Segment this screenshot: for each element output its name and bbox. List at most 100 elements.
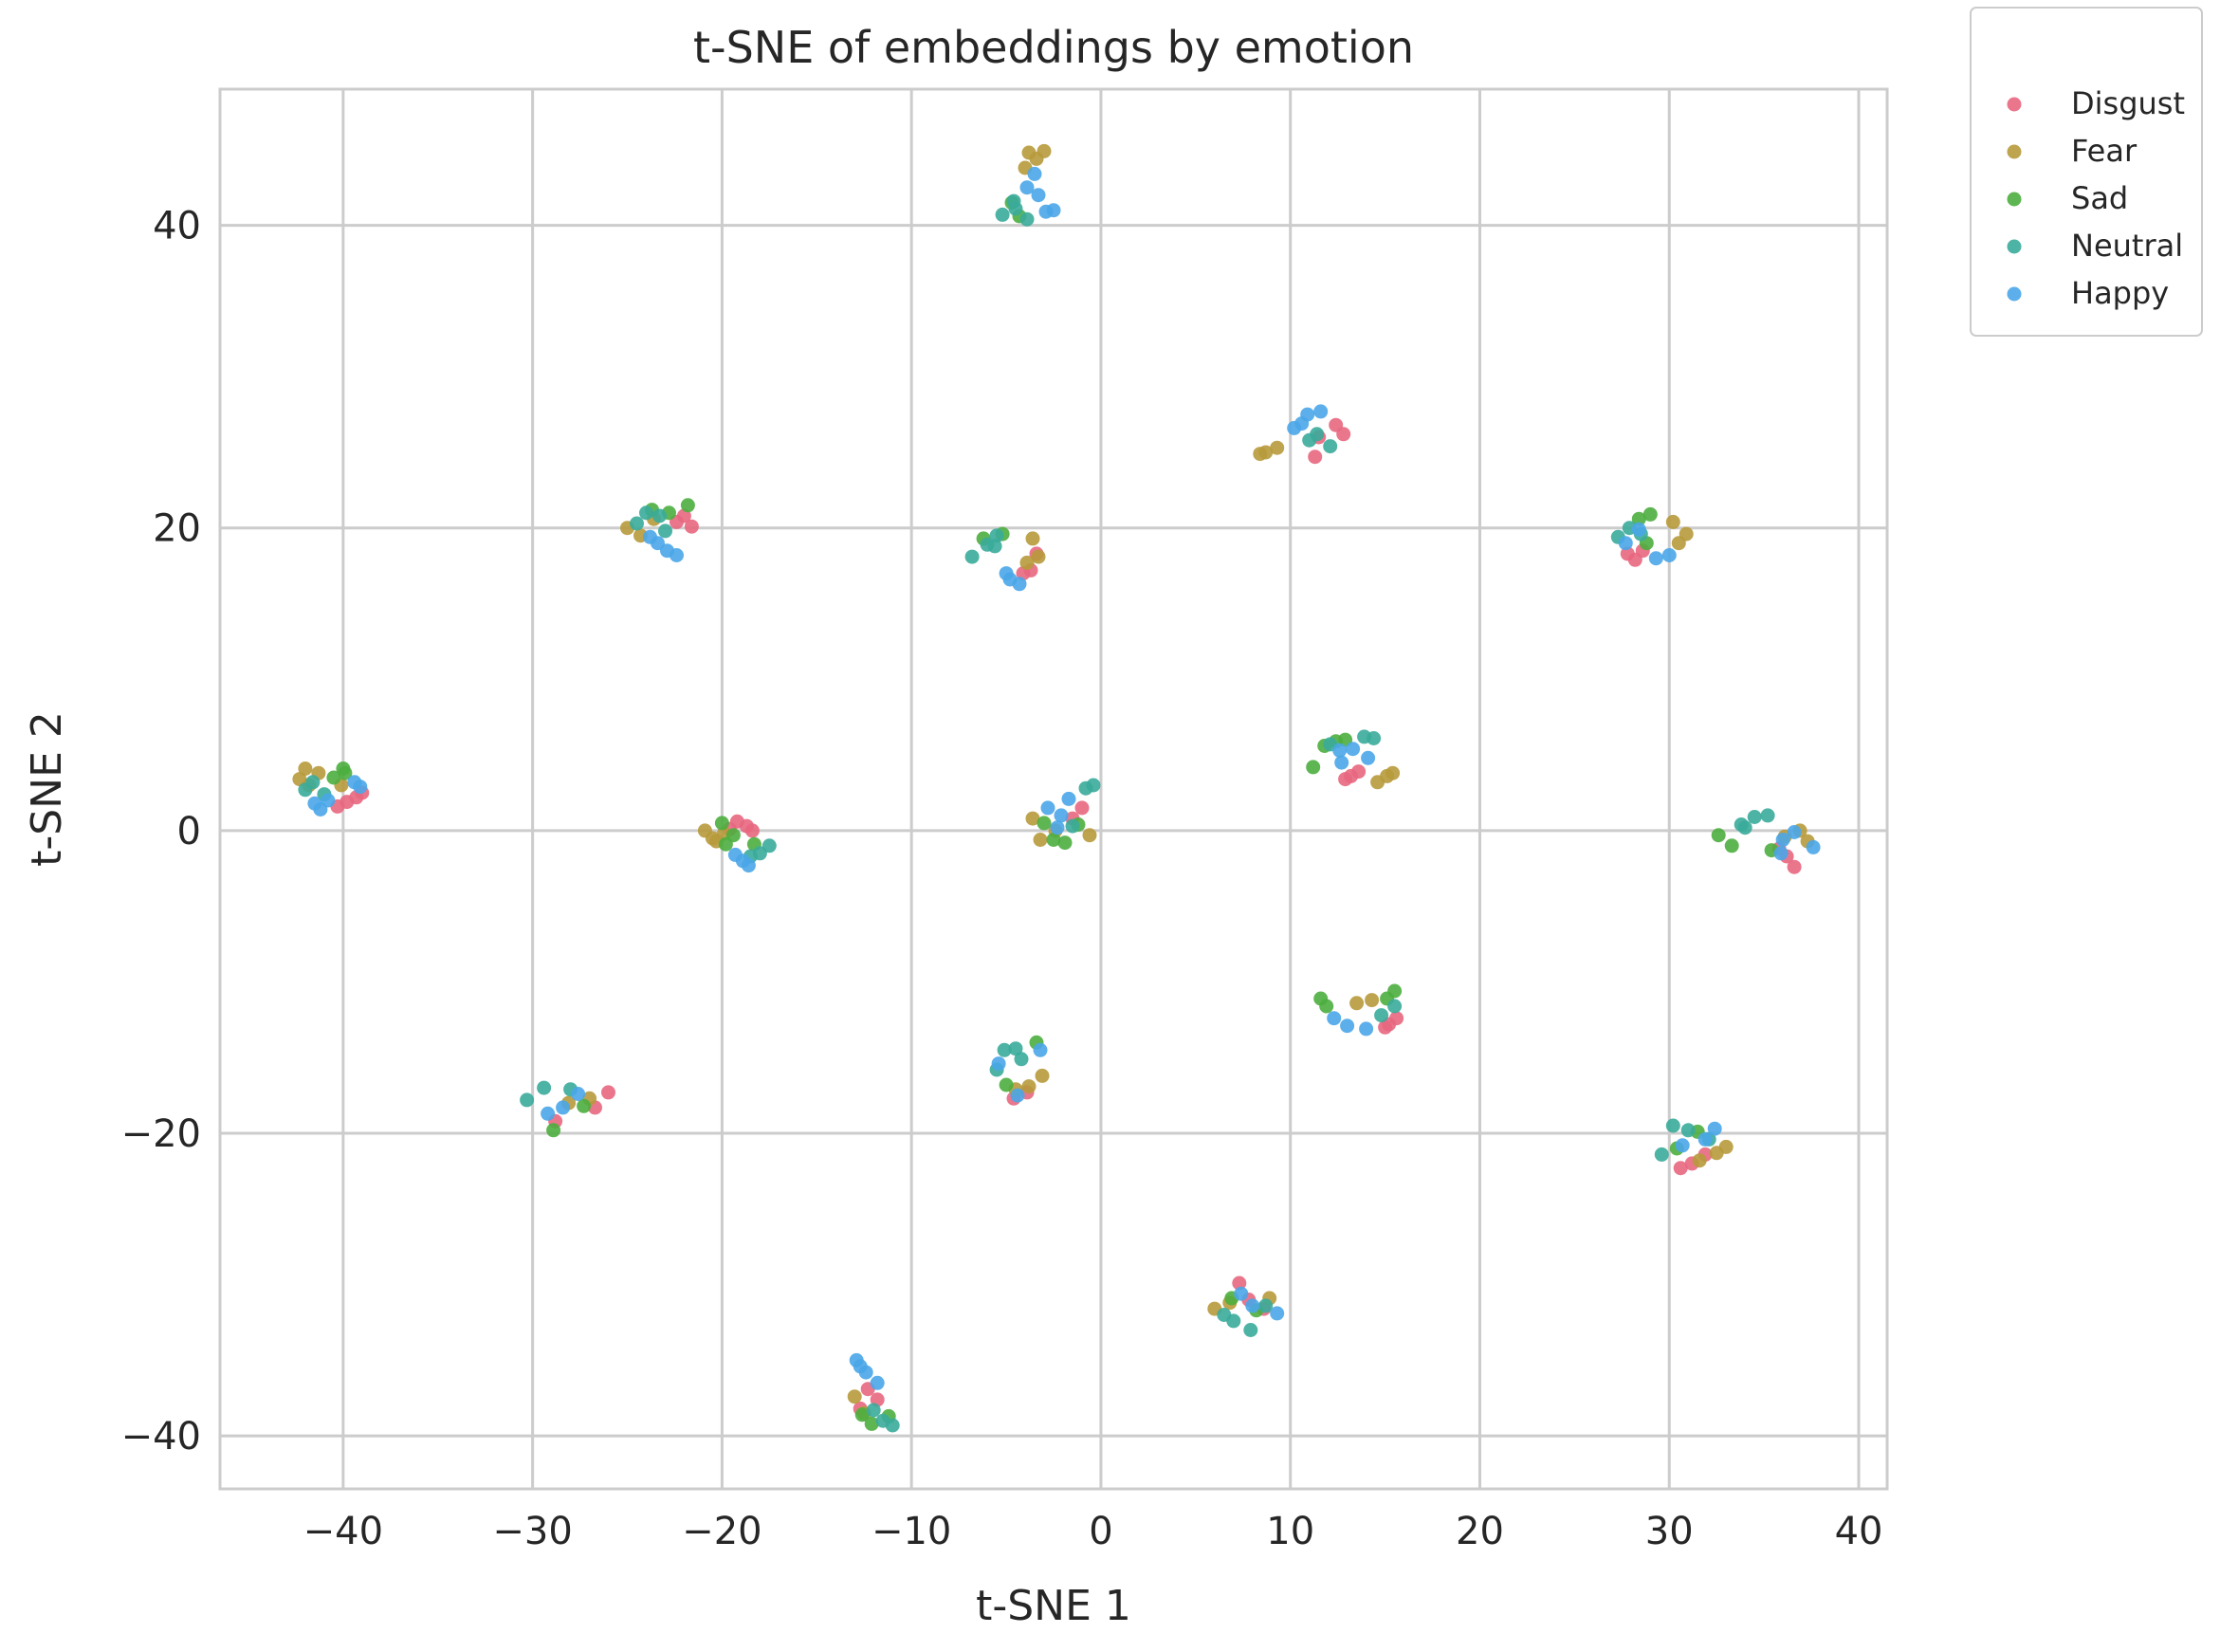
point-fear [1665, 514, 1680, 529]
point-neutral [1065, 818, 1080, 834]
point-happy [1806, 839, 1821, 854]
point-fear [1025, 531, 1040, 546]
point-disgust [684, 519, 699, 534]
point-fear [1692, 1153, 1707, 1168]
point-sad [1711, 828, 1726, 843]
point-happy [1038, 204, 1054, 219]
point-fear [1035, 1068, 1050, 1083]
point-neutral [761, 838, 777, 854]
y-tick-label: 20 [153, 507, 201, 551]
point-happy [1773, 846, 1789, 861]
point-happy [1697, 1131, 1713, 1147]
point-neutral [305, 775, 321, 790]
y-tick-label: 40 [153, 205, 201, 248]
point-happy [1019, 180, 1035, 195]
point-sad [1631, 511, 1646, 526]
point-happy [1270, 1306, 1285, 1321]
point-neutral [1078, 780, 1093, 796]
point-disgust [1336, 427, 1351, 442]
point-happy [307, 796, 322, 811]
point-disgust [1787, 859, 1802, 874]
point-sad [546, 1123, 561, 1138]
point-fear [1019, 555, 1035, 570]
point-fear [1671, 536, 1686, 551]
x-tick-label: 10 [1266, 1510, 1314, 1553]
point-disgust [1308, 450, 1323, 465]
point-disgust [744, 823, 760, 838]
point-neutral [652, 508, 667, 523]
point-sad [1724, 838, 1739, 854]
point-fear [1270, 440, 1285, 455]
x-tick-label: −10 [871, 1510, 951, 1553]
point-fear [1718, 1139, 1734, 1154]
y-axis-label: t-SNE 2 [23, 711, 71, 867]
point-sad [714, 816, 729, 831]
point-neutral [1008, 201, 1023, 216]
x-tick-label: 20 [1456, 1510, 1504, 1553]
point-happy [1361, 750, 1376, 765]
point-neutral [1323, 439, 1338, 454]
x-tick-label: 0 [1089, 1510, 1112, 1553]
point-fear [697, 823, 712, 838]
point-neutral [1665, 1118, 1680, 1133]
point-happy [1787, 825, 1802, 839]
point-fear [1253, 447, 1268, 462]
point-happy [1631, 522, 1646, 537]
point-sad [718, 836, 733, 852]
point-happy [1675, 1138, 1690, 1153]
point-neutral [520, 1092, 535, 1108]
point-fear [1082, 828, 1097, 843]
point-sad [338, 765, 353, 780]
point-happy [1294, 416, 1310, 431]
point-happy [991, 1056, 1006, 1072]
point-disgust [1351, 764, 1367, 780]
point-neutral [989, 528, 1004, 543]
point-fear [847, 1389, 862, 1404]
point-sad [999, 1077, 1014, 1092]
legend-label-fear: Fear [2071, 133, 2137, 169]
point-neutral [630, 516, 644, 531]
point-happy [1012, 577, 1027, 592]
point-sad [680, 498, 695, 513]
point-sad [1642, 506, 1658, 522]
point-neutral [1014, 1052, 1029, 1067]
point-happy [556, 1100, 571, 1115]
legend-marker-disgust [2007, 97, 2022, 112]
point-neutral [1747, 810, 1762, 824]
point-neutral [1367, 731, 1382, 745]
point-fear [1380, 768, 1395, 783]
point-neutral [997, 1042, 1012, 1057]
legend-marker-neutral [2007, 239, 2022, 254]
point-disgust [1389, 1011, 1404, 1026]
point-sad [1057, 835, 1073, 851]
x-tick-label: −40 [303, 1510, 383, 1553]
legend-label-disgust: Disgust [2071, 85, 2185, 121]
point-neutral [1680, 1123, 1696, 1138]
point-neutral [1243, 1323, 1258, 1337]
point-happy [853, 1359, 868, 1374]
point-happy [1775, 833, 1790, 847]
point-sad [1319, 999, 1334, 1014]
point-neutral [1019, 211, 1035, 227]
point-fear [1033, 833, 1048, 847]
point-happy [321, 793, 336, 808]
point-happy [1054, 808, 1069, 823]
legend-marker-sad [2007, 192, 2022, 207]
point-happy [741, 858, 756, 873]
point-fear [1031, 549, 1046, 564]
point-happy [1033, 1042, 1048, 1057]
legend: Disgust Fear Sad Neutral Happy [1970, 7, 2203, 337]
x-tick-label: −20 [682, 1510, 761, 1553]
legend-frame [1970, 7, 2203, 337]
point-sad [1037, 816, 1052, 831]
point-neutral [1654, 1147, 1669, 1162]
point-happy [1359, 1021, 1374, 1037]
x-tick-label: 30 [1645, 1510, 1694, 1553]
point-fear [298, 762, 313, 776]
point-fear [1037, 143, 1052, 158]
point-fear [1021, 1079, 1037, 1094]
point-happy [571, 1087, 586, 1101]
point-happy [1334, 755, 1349, 770]
point-neutral [885, 1418, 900, 1433]
